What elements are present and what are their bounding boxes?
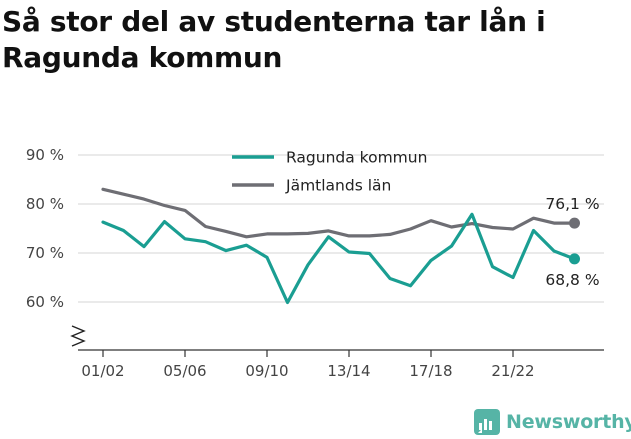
x-tick-label: 01/02 [81,362,124,380]
y-tick-label: 80 % [26,195,64,213]
y-tick-label: 70 % [26,244,64,262]
end-labels: 76,1 % 68,8 % [545,195,599,289]
grid-lines [78,154,604,303]
series-line-jamtland [101,187,577,239]
y-tick-label: 60 % [26,293,64,311]
axis-break-zigzag [70,325,86,347]
series-lines [101,187,580,305]
brand-logo: Newsworthy [474,407,631,437]
legend-label: Ragunda kommun [286,149,427,167]
x-tick-label: 09/10 [245,362,288,380]
x-tick-label: 05/06 [163,362,206,380]
series-line-ragunda [101,212,577,305]
x-axis: 01/02 05/06 09/10 13/14 17/18 21/22 [78,349,604,380]
brand-name: Newsworthy [506,411,631,433]
end-label-ragunda: 68,8 % [545,271,599,289]
end-point-ragunda [569,253,580,265]
y-tick-label: 90 % [26,146,64,164]
y-axis: 60 % 70 % 80 % 90 % [26,146,64,311]
end-label-jamtland: 76,1 % [545,195,599,213]
newsworthy-logo-icon [474,409,500,435]
x-tick-label: 21/22 [491,362,534,380]
x-tick-label: 13/14 [327,362,370,380]
axis-break-icon [70,325,86,347]
x-tick-label: 17/18 [409,362,452,380]
end-point-jamtland [569,217,580,229]
legend: Ragunda kommun Jämtlands län [232,149,427,195]
legend-label: Jämtlands län [285,177,391,195]
chart-title: Så stor del av studenterna tar lån i Rag… [2,5,546,74]
